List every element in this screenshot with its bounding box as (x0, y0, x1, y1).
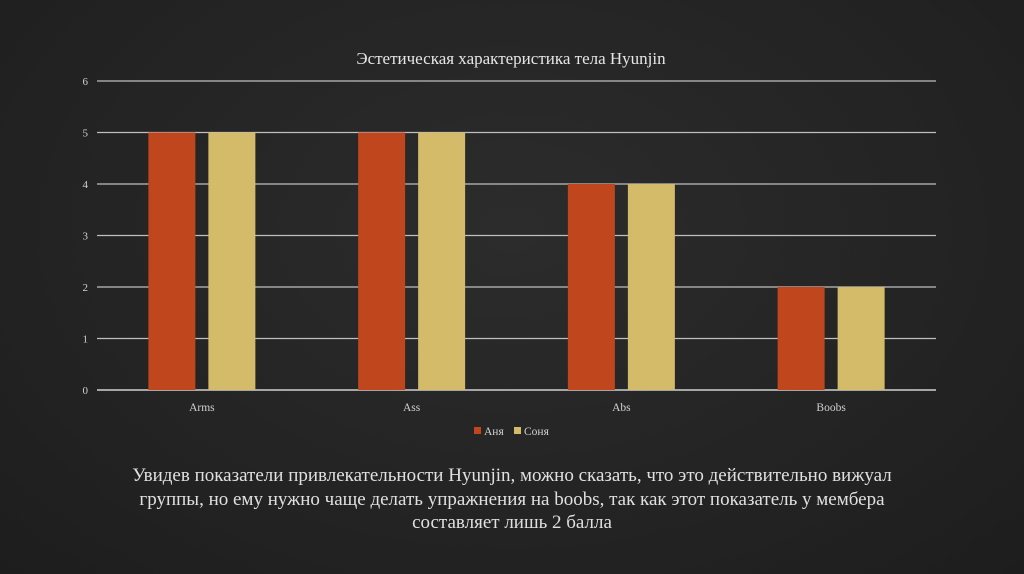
bar-boobs-0 (777, 287, 825, 390)
x-tick-label: Ass (403, 402, 421, 414)
bar-arms-1 (208, 132, 256, 390)
y-tick-label: 6 (83, 76, 89, 88)
legend-label: Аня (484, 426, 504, 438)
y-tick-label: 5 (83, 128, 89, 140)
y-tick-label: 3 (83, 231, 89, 243)
slide-description: Увидев показатели привлекательности Hyun… (60, 464, 964, 535)
description-line: Увидев показатели привлекательности Hyun… (132, 465, 892, 486)
bar-arms-0 (148, 132, 196, 390)
description-line: составляет лишь 2 балла (412, 512, 612, 533)
legend-label: Соня (524, 426, 550, 438)
legend-swatch (474, 427, 481, 434)
y-tick-label: 1 (83, 334, 89, 346)
bar-boobs-1 (837, 287, 885, 390)
bar-ass-0 (358, 132, 406, 390)
legend-swatch (514, 427, 521, 434)
chart-title: Эстетическая характеристика тела Hyunjin (356, 49, 666, 68)
y-tick-label: 2 (83, 282, 89, 294)
bar-abs-1 (627, 184, 675, 390)
y-tick-label: 0 (83, 385, 89, 397)
y-tick-label: 4 (83, 179, 89, 191)
bar-ass-1 (418, 132, 466, 390)
x-tick-label: Abs (612, 402, 631, 414)
bar-abs-0 (567, 184, 615, 390)
description-line: группы, но ему нужно чаще делать упражне… (139, 488, 885, 510)
x-tick-label: Boobs (816, 402, 846, 414)
x-tick-label: Arms (189, 402, 215, 414)
